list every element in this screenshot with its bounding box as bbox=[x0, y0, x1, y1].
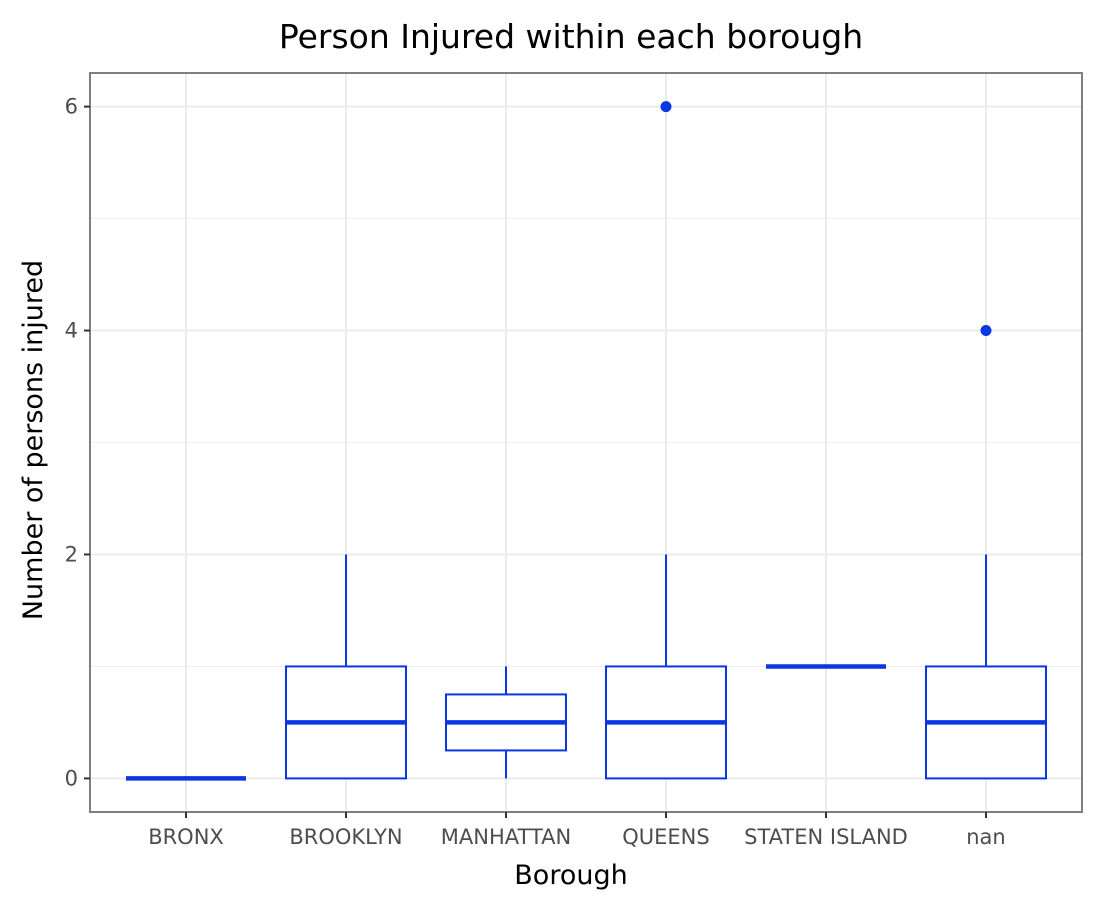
box-manhattan bbox=[445, 666, 567, 779]
x-axis-title: Borough bbox=[514, 860, 627, 891]
chart-title: Person Injured within each borough bbox=[279, 17, 863, 56]
x-tick-label: MANHATTAN bbox=[441, 825, 571, 849]
y-axis-title: Number of persons injured bbox=[18, 260, 49, 620]
box-brooklyn bbox=[285, 554, 407, 780]
x-tick-label: nan bbox=[966, 825, 1006, 849]
y-axis-ticks: 0 2 4 6 bbox=[65, 95, 90, 790]
box-nan bbox=[925, 325, 1047, 780]
y-tick-label: 4 bbox=[65, 319, 78, 343]
box-queens bbox=[605, 101, 727, 780]
y-tick-label: 2 bbox=[65, 542, 78, 566]
x-tick-label: BROOKLYN bbox=[289, 825, 402, 849]
panel-border bbox=[89, 72, 1083, 813]
y-tick-label: 6 bbox=[65, 95, 78, 119]
outlier-point bbox=[660, 101, 672, 113]
x-axis-ticks: BRONX BROOKLYN MANHATTAN QUEENS STATEN ISLAN… bbox=[148, 812, 1006, 849]
x-tick-label: STATEN ISLAND bbox=[744, 825, 908, 849]
y-tick-label: 0 bbox=[65, 766, 78, 790]
x-tick-label: QUEENS bbox=[622, 825, 709, 849]
boxes bbox=[126, 101, 1047, 781]
x-tick-label: BRONX bbox=[148, 825, 224, 849]
outlier-point bbox=[980, 325, 992, 337]
